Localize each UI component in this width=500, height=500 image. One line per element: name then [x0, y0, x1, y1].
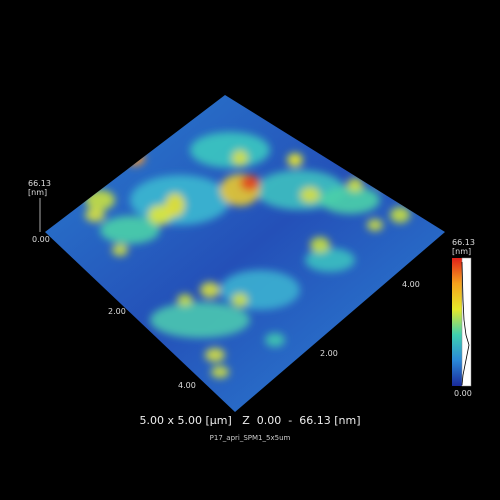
colorbar-min: 0.00: [454, 389, 472, 398]
file-name: P17_apri_SPM1_5x5um: [210, 434, 291, 442]
caption: 5.00 x 5.00 [µm] Z 0.00 - 66.13 [nm]: [139, 414, 360, 427]
surface-peak: [375, 172, 395, 188]
surface: [45, 95, 445, 412]
surface-peak: [165, 193, 185, 217]
surface-peak: [232, 293, 248, 307]
surface-peak: [347, 178, 363, 192]
surface-peak: [232, 150, 248, 166]
surface-peak: [205, 348, 225, 362]
surface-peak: [150, 302, 250, 338]
surface-peak: [390, 207, 410, 223]
surface-peak: [85, 190, 115, 210]
surface-peak: [211, 366, 229, 378]
surface-peak: [125, 150, 145, 166]
colorbar-max: 66.13: [452, 238, 475, 247]
surface-peak: [300, 187, 320, 203]
surface-peak: [310, 237, 330, 253]
y-tick: 4.00: [402, 280, 420, 289]
z-max: 66.13: [28, 179, 51, 188]
y-tick: 2.00: [320, 349, 338, 358]
surface-peak: [200, 282, 220, 298]
surface-peak: [177, 294, 193, 306]
z-min: 0.00: [32, 235, 50, 244]
surface-peak: [257, 95, 273, 101]
surface-peak: [367, 219, 383, 231]
colorbar: [452, 258, 462, 386]
histogram-box: [461, 257, 472, 387]
surface-peak: [320, 186, 380, 214]
x-tick: 4.00: [178, 381, 196, 390]
surface-peak: [85, 208, 105, 222]
surface-peak: [112, 244, 128, 256]
surface-peak: [265, 333, 285, 347]
histogram: [461, 261, 470, 386]
x-tick: 2.00: [108, 307, 126, 316]
colorbar-unit: [nm]: [452, 247, 471, 256]
surface-peak: [289, 155, 301, 165]
surface-peak: [220, 270, 300, 310]
surface-peak: [100, 216, 160, 244]
surface-peak: [240, 175, 260, 191]
z-unit: [nm]: [28, 188, 47, 197]
surface-peak: [305, 248, 355, 272]
surface-peak: [190, 132, 270, 168]
